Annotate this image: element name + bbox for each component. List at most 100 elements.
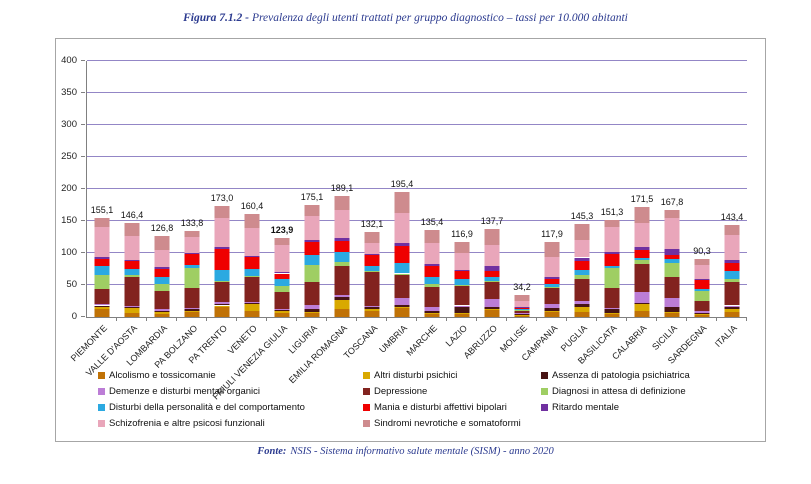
bar-segment <box>574 303 590 307</box>
bar-value-label: 160,4 <box>240 201 264 212</box>
bar-segment <box>364 309 380 311</box>
bar-segment <box>634 247 650 251</box>
bar-segment <box>334 240 350 252</box>
legend-label: Altri disturbi psichici <box>374 369 458 381</box>
bar-segment <box>94 305 110 307</box>
bar-segment <box>94 259 110 266</box>
bar-segment <box>514 315 530 317</box>
bar-segment <box>484 307 500 309</box>
bar-segment <box>154 235 170 250</box>
bar-segment <box>364 270 380 273</box>
y-axis-tick-label: 50 <box>66 279 77 290</box>
bar-segment <box>454 313 470 314</box>
bar-segment <box>484 281 500 300</box>
y-axis-tick-label: 150 <box>61 215 77 226</box>
bar-segment <box>664 312 680 317</box>
bar-segment <box>544 304 560 309</box>
bar-segment <box>94 306 110 309</box>
bar-segment <box>634 222 650 248</box>
legend-item: Diagnosi in attesa di definizione <box>541 386 690 397</box>
bar-segment <box>664 209 680 218</box>
legend-label: Mania e disturbi affettivi bipolari <box>374 401 507 413</box>
legend-label: Ritardo mentale <box>552 401 620 413</box>
bar-group: 171,5 CALABRIA <box>611 61 657 362</box>
bar-segment <box>124 235 140 261</box>
bar-segment <box>94 256 110 260</box>
legend-item: Depressione <box>363 386 541 397</box>
bar-segment <box>574 279 590 301</box>
legend-item: Ritardo mentale <box>541 402 690 413</box>
bar-segment <box>484 245 500 267</box>
source-note: Fonte: NSIS - Sistema informativo salute … <box>0 446 811 457</box>
bar-segment <box>724 235 740 261</box>
bar-segment <box>634 250 650 259</box>
bar-segment <box>574 269 590 275</box>
bar-segment <box>544 308 560 311</box>
bar-segment <box>214 270 230 281</box>
bar-segment <box>514 312 530 314</box>
bar-group: 155,1 PIEMONTE <box>69 61 117 363</box>
bar-segment <box>394 191 410 213</box>
bar-value-label: 155,1 <box>90 204 114 215</box>
bar-segment <box>364 242 380 254</box>
bar-segment <box>154 249 170 268</box>
bar-segment <box>604 252 620 254</box>
y-axis-tick <box>81 316 85 317</box>
bar-segment <box>634 304 650 311</box>
bar-segment <box>304 215 320 241</box>
bar-group: 151,3 BASILICATA <box>576 61 627 366</box>
bar-segment <box>544 276 560 280</box>
bar-group: 189,1 EMILIA ROMAGNA <box>287 61 357 385</box>
bar-segment <box>454 305 470 307</box>
legend-item: Schizofrenia e altre psicosi funzionali <box>98 418 363 429</box>
bar-segment <box>124 261 140 269</box>
bar-segment <box>94 308 110 317</box>
bar-segment <box>634 260 650 264</box>
bar-segment <box>664 311 680 313</box>
bar-segment <box>694 314 710 317</box>
legend-swatch-icon <box>363 419 370 427</box>
bar-segment <box>514 309 530 313</box>
bar-value-label: 34,2 <box>513 282 531 293</box>
legend-label: Sindromi nevrotiche e somatoformi <box>374 417 521 429</box>
gridline <box>87 188 747 189</box>
bar-group: 123,9 FRIULI VENEZIA GIULIA <box>211 61 297 402</box>
bar-segment <box>484 280 500 282</box>
bar-segment <box>724 307 740 310</box>
bar-segment <box>724 270 740 279</box>
bar-segment <box>574 274 590 280</box>
bar-segment <box>394 212 410 244</box>
gridline <box>87 220 747 221</box>
bar-segment <box>274 237 290 246</box>
bar-value-label: 151,3 <box>600 207 624 218</box>
bar-segment <box>574 260 590 270</box>
bar-segment <box>484 299 500 308</box>
bar-segment <box>244 304 260 312</box>
bar-segment <box>214 248 230 271</box>
bar-segment <box>184 288 200 309</box>
bar-segment <box>484 228 500 246</box>
bar-segment <box>214 305 230 307</box>
figure-title: Figura 7.1.2 - Prevalenza degli utenti tr… <box>0 12 811 24</box>
legend-item: Assenza di patologia psichiatrica <box>541 370 690 381</box>
bar-segment <box>484 266 500 271</box>
bar-segment <box>244 277 260 302</box>
bar-segment <box>394 298 410 305</box>
bar-segment <box>154 269 170 277</box>
bar-segment <box>364 232 380 243</box>
bar-segment <box>394 243 410 246</box>
legend-swatch-icon <box>98 419 105 427</box>
bar-segment <box>544 310 560 312</box>
bar-segment <box>184 267 200 289</box>
bar-segment <box>484 308 500 310</box>
bar-segment <box>724 309 740 312</box>
source-text: NSIS - Sistema informativo salute mental… <box>290 446 554 457</box>
bar-segment <box>574 301 590 304</box>
bar-segment <box>694 290 710 301</box>
bar-segment <box>544 311 560 317</box>
bar-segment <box>544 286 560 289</box>
source-prefix: Fonte: <box>257 446 287 457</box>
bar-group: 146,4 VALLE D'AOSTA <box>84 61 147 378</box>
bar-group: 132,1 TOSCANA <box>341 61 387 361</box>
bar-segment <box>544 288 560 305</box>
